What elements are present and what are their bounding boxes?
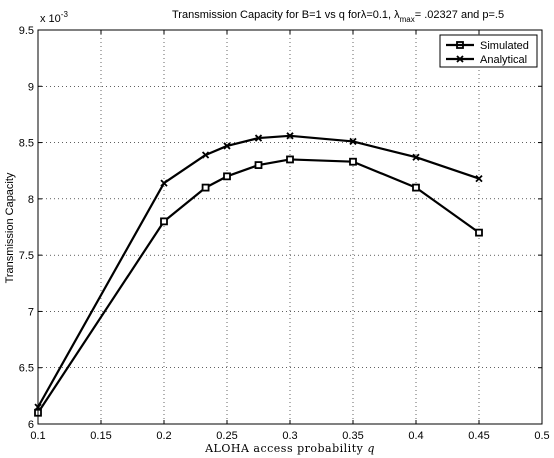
legend-simulated-marker [456, 41, 464, 49]
data-point-analytical [160, 179, 168, 187]
x-tick-label: 0.15 [90, 430, 111, 442]
y-tick-label: 6.5 [19, 363, 34, 375]
y-tick-label: 6 [28, 419, 34, 431]
data-point-simulated [160, 217, 168, 226]
y-tick-label: 7.5 [19, 250, 34, 262]
data-point-analytical [254, 134, 263, 142]
y-tick-label: 8 [28, 194, 34, 206]
data-point-analytical [412, 153, 420, 161]
y-tick-label: 9.5 [19, 25, 34, 37]
x-tick-label: 0.1 [30, 430, 45, 442]
legend-analytical-marker [456, 55, 464, 63]
data-point-analytical [349, 137, 357, 146]
data-point-simulated [286, 155, 294, 164]
y-axis-label: Transmission Capacity [4, 172, 16, 283]
x-tick-label: 0.45 [468, 430, 489, 442]
grid [38, 30, 542, 424]
series-layer [34, 132, 483, 417]
x-axis-label: ALOHA access probability q [204, 442, 375, 455]
data-point-analytical [223, 142, 231, 150]
legend: Simulated Analytical [439, 34, 538, 68]
chart-title: Transmission Capacity for B=1 vs q forλ=… [172, 9, 504, 24]
x-tick-label: 0.3 [282, 430, 297, 442]
y-tick-label: 9 [28, 81, 34, 93]
y-multiplier: x 10-3 [40, 10, 68, 25]
x-tick-label: 0.25 [216, 430, 237, 442]
y-tick-label: 8.5 [19, 138, 34, 150]
data-point-simulated [254, 161, 263, 169]
data-point-analytical [286, 132, 294, 140]
data-point-analytical [475, 174, 483, 183]
data-point-simulated [223, 172, 231, 181]
data-point-analytical [201, 151, 210, 159]
x-tick-label: 0.2 [156, 430, 171, 442]
ticks: 0.1 0.15 0.2 0.25 0.3 0.35 0.4 0.45 0.5 6 6.5 7 7.5 8… [19, 25, 550, 442]
data-point-simulated [412, 183, 420, 192]
legend-box [439, 34, 538, 68]
data-point-simulated [475, 228, 483, 237]
data-point-simulated [201, 183, 210, 192]
x-tick-label: 0.5 [534, 430, 549, 442]
legend-simulated-label: Simulated [480, 40, 529, 52]
data-point-simulated [349, 157, 357, 166]
legend-analytical-label: Analytical [480, 54, 527, 66]
x-tick-label: 0.4 [408, 430, 423, 442]
y-tick-label: 7 [28, 306, 34, 318]
x-tick-label: 0.35 [342, 430, 363, 442]
